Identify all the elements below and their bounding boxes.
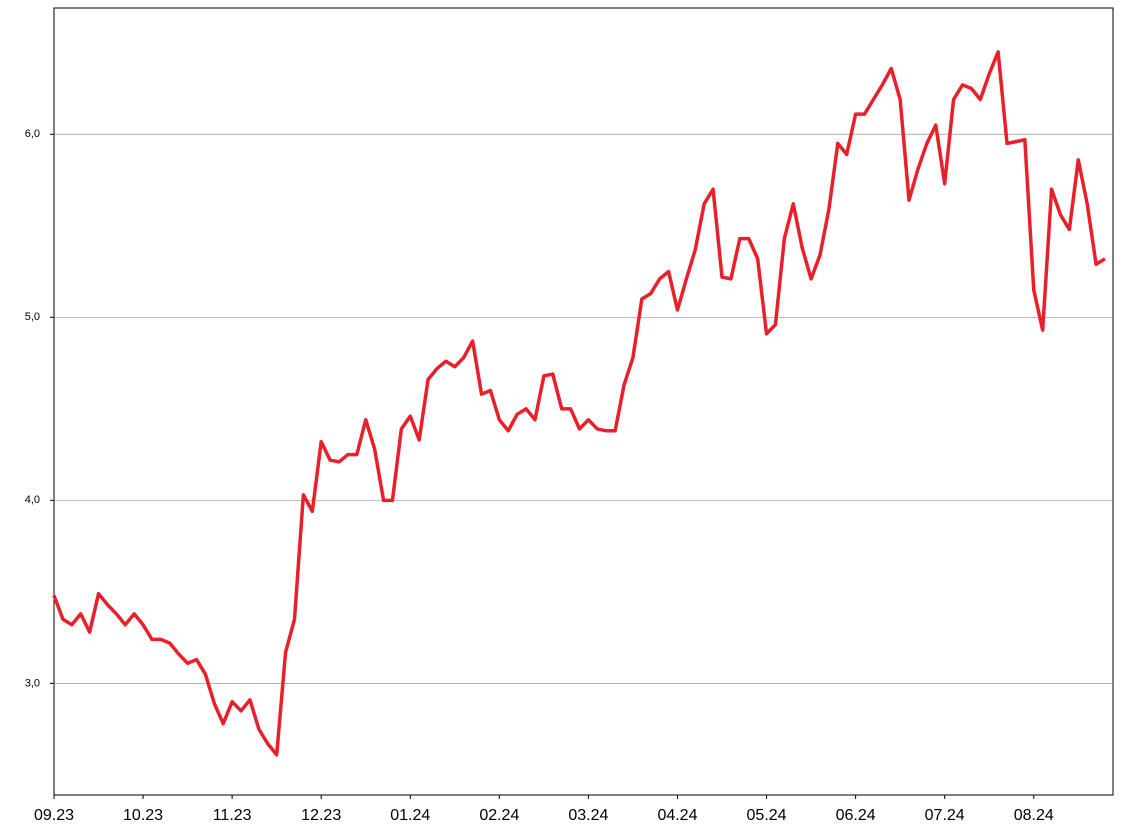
x-tick-label: 08.24 [1014,807,1054,824]
x-tick-label: 02.24 [479,807,519,824]
line-series [52,50,1106,757]
x-tick-label: 01.24 [390,807,430,824]
x-tick-label: 09.23 [34,807,74,824]
plot-frame [53,7,1114,796]
x-tick-label: 05.24 [747,807,787,824]
y-tick-label: 6,0 [25,128,40,140]
x-tick-label: 11.23 [213,807,252,824]
x-tick-label: 04.24 [657,807,697,824]
y-tick-label: 3,0 [25,677,40,689]
y-tick-label: 5,0 [25,311,40,323]
x-tick-label: 06.24 [836,807,876,824]
x-tick-label: 03.24 [568,807,608,824]
x-tick-label: 12.23 [301,807,341,824]
y-tick-label: 4,0 [25,494,40,506]
x-tick-label: 07.24 [925,807,965,824]
x-tick-label: 10.23 [123,807,163,824]
